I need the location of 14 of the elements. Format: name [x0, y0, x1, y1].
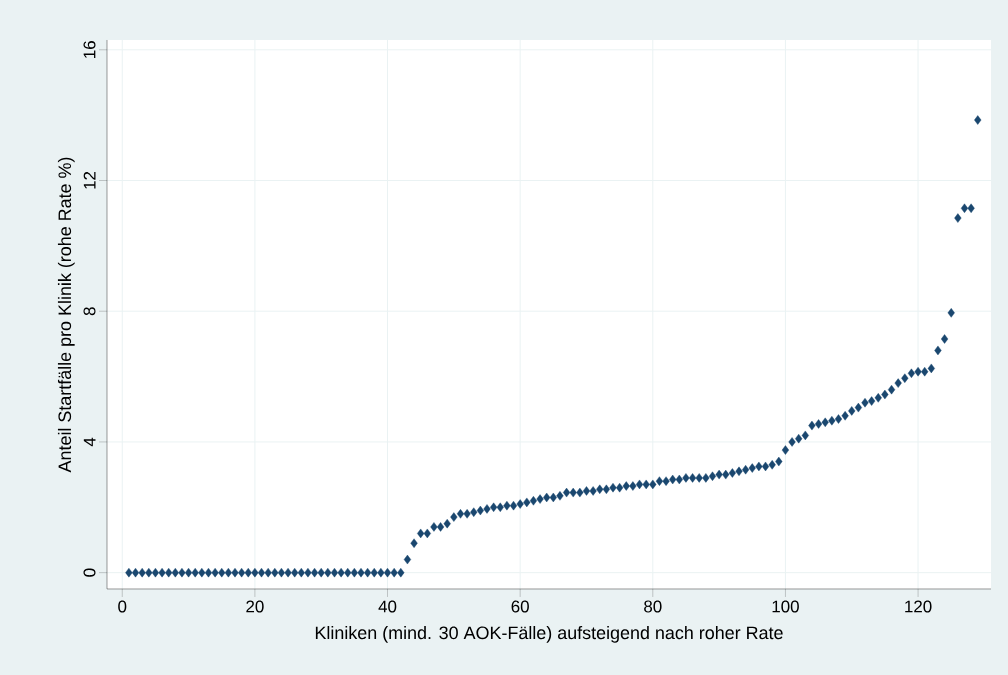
y-tick-label: 0 [83, 568, 96, 577]
x-tick-label: 120 [905, 600, 932, 613]
x-tick-label: 40 [378, 600, 397, 613]
x-tick-label: 100 [772, 600, 799, 613]
x-tick-label: 0 [118, 600, 127, 613]
y-tick-label: 4 [83, 437, 96, 447]
x-axis-title: Kliniken (mind. 30 AOK-Fälle) aufsteigend nach roher Rate [315, 626, 783, 643]
y-axis-title: Anteil Startfälle pro Klinik (rohe Rate %) [57, 157, 75, 473]
y-tick-label: 16 [83, 41, 96, 58]
y-tick-label: 12 [83, 171, 96, 189]
y-tick-label: 8 [83, 307, 96, 316]
x-tick-label: 80 [644, 600, 662, 613]
x-tick-label: 60 [511, 600, 529, 613]
x-tick-label: 20 [246, 600, 264, 613]
